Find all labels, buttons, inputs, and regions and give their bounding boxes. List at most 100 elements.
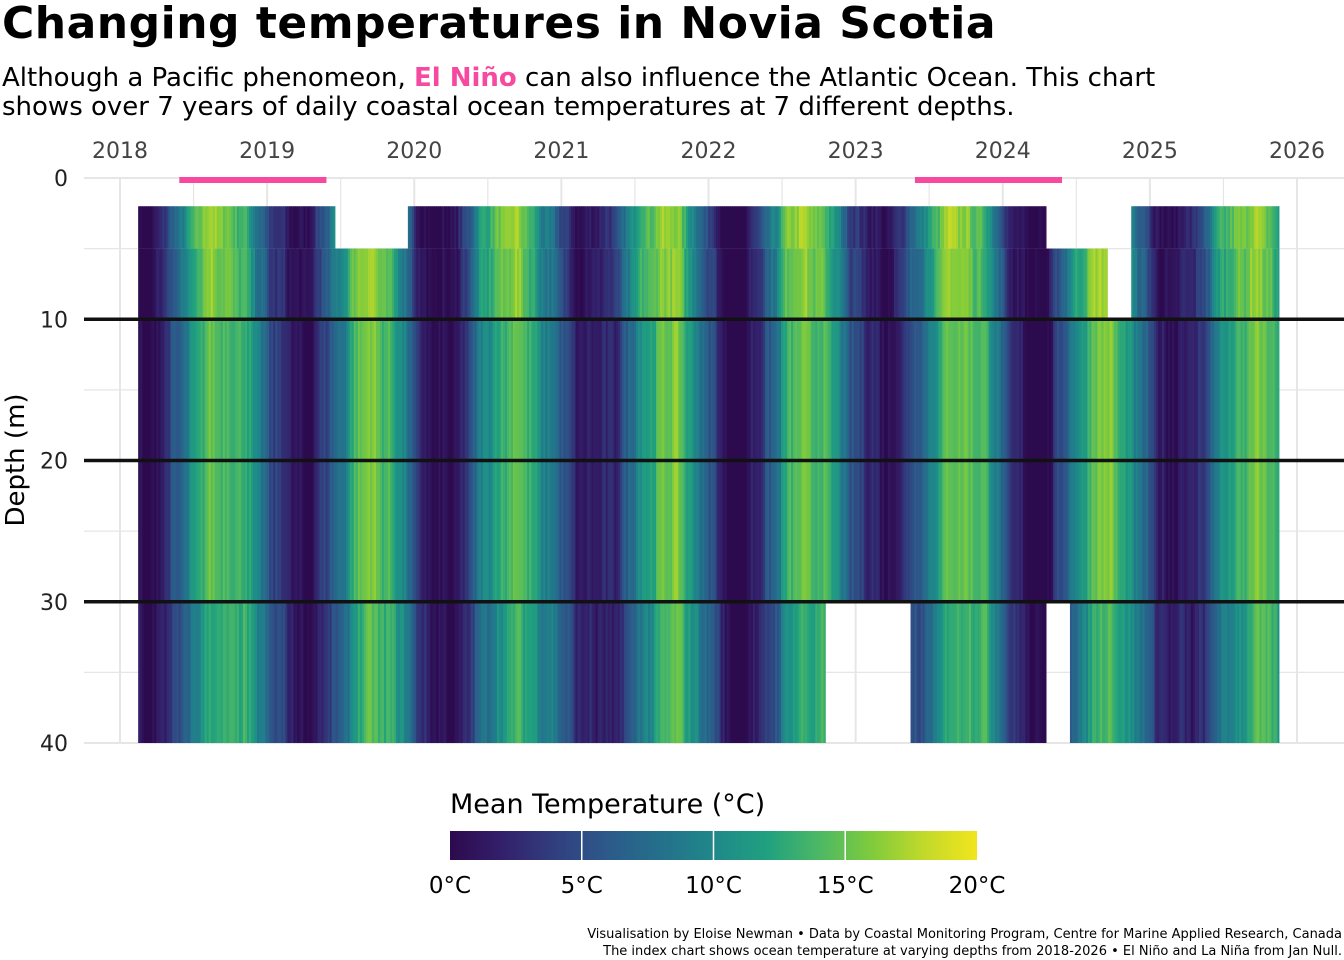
- heatmap-tile: [796, 206, 800, 249]
- heatmap-tile: [301, 601, 305, 743]
- heatmap-tile: [975, 601, 978, 743]
- legend-tick-label: 15°C: [817, 873, 874, 899]
- heatmap-tile: [575, 248, 579, 320]
- heatmap-tile: [565, 206, 568, 249]
- heatmap-tile: [646, 601, 649, 743]
- heatmap-tile: [232, 248, 236, 320]
- heatmap-tile: [1151, 248, 1155, 320]
- heatmap-tile: [1256, 206, 1259, 249]
- heatmap-tile: [823, 601, 826, 743]
- heatmap-tile: [786, 206, 790, 249]
- heatmap-tile: [1213, 248, 1217, 320]
- heatmap-tile: [442, 206, 445, 249]
- heatmap-tile: [386, 248, 389, 320]
- legend-tick-label: 0°C: [429, 873, 471, 899]
- heatmap-tile: [742, 206, 746, 249]
- x-axis: 2018 2019 2020 2021 2022 2023 2024 2025 2026: [92, 139, 1325, 164]
- heatmap-tile: [1195, 248, 1199, 320]
- heatmap-tile: [426, 206, 429, 249]
- heatmap-tile: [1080, 601, 1083, 743]
- heatmap-tile: [1227, 206, 1231, 249]
- heatmap-tile: [934, 601, 938, 743]
- heatmap-tile: [226, 206, 230, 249]
- heatmap-tile: [138, 248, 141, 320]
- heatmap-tile: [843, 248, 847, 320]
- heatmap-tile: [148, 206, 151, 249]
- heatmap-tile: [740, 248, 744, 320]
- heatmap-tile: [760, 206, 764, 249]
- heatmap-tile: [806, 206, 810, 249]
- subtitle-text: Although a Pacific phenomeon,: [2, 63, 415, 93]
- heatmap-tile: [1213, 206, 1217, 249]
- heatmap-tile: [1254, 206, 1257, 249]
- heatmap-tile: [510, 206, 514, 249]
- heatmap-tile: [1096, 601, 1099, 743]
- heatmap-tile: [448, 248, 452, 320]
- heatmap-tile: [1010, 248, 1014, 320]
- heatmap-tile: [415, 206, 419, 249]
- heatmap-tile: [692, 248, 695, 320]
- heatmap-tile: [635, 206, 639, 249]
- heatmap-tile: [964, 601, 968, 743]
- heatmap-tile: [764, 601, 768, 743]
- heatmap-tile: [833, 248, 837, 320]
- heatmap-tile: [1229, 601, 1232, 743]
- heatmap-tile: [347, 248, 351, 320]
- heatmap-tile: [1101, 248, 1105, 320]
- heatmap-tile: [1165, 248, 1169, 320]
- heatmap-tile: [799, 248, 802, 320]
- heatmap-tile: [1236, 206, 1239, 249]
- heatmap-tile: [1251, 601, 1254, 743]
- heatmap-tile: [1016, 248, 1020, 320]
- heatmap-tile: [704, 248, 708, 320]
- heatmap-tile: [251, 206, 254, 249]
- heatmap-tile: [994, 248, 998, 320]
- heatmap-tile: [1163, 248, 1167, 320]
- heatmap-tile: [1278, 248, 1280, 320]
- heatmap-tile: [1276, 206, 1279, 249]
- heatmap-tile: [851, 206, 854, 249]
- heatmap-tile: [1022, 248, 1026, 320]
- heatmap-tile: [329, 248, 333, 320]
- heatmap-tile: [1159, 206, 1163, 249]
- heatmap-tile: [178, 601, 182, 743]
- heatmap-tile: [1020, 206, 1024, 249]
- heatmap-tile: [615, 206, 619, 249]
- heatmap-tile: [194, 206, 198, 249]
- heatmap-tile: [1134, 601, 1138, 743]
- heatmap-tile: [1099, 248, 1103, 320]
- heatmap-tile: [1169, 248, 1173, 320]
- heatmap-tile: [242, 206, 246, 249]
- heatmap-tile: [166, 601, 169, 743]
- heatmap-tile: [428, 248, 431, 320]
- heatmap-tile: [702, 248, 706, 320]
- heatmap-tile: [246, 206, 250, 249]
- heatmap-tile: [748, 601, 752, 743]
- heatmap-tile: [960, 248, 964, 320]
- heatmap-tile: [418, 248, 421, 320]
- heatmap-tile: [740, 601, 744, 743]
- heatmap-tile: [579, 206, 582, 249]
- heatmap-tile: [140, 601, 143, 743]
- heatmap-tile: [146, 601, 149, 743]
- heatmap-tile: [758, 248, 762, 320]
- heatmap-tile: [172, 601, 176, 743]
- heatmap-tile: [922, 601, 926, 743]
- heatmap-tile: [625, 601, 629, 743]
- heatmap-tile: [311, 601, 315, 743]
- heatmap-tile: [273, 601, 276, 743]
- heatmap-tile: [315, 601, 319, 743]
- heatmap-tile: [224, 248, 228, 320]
- heatmap-tile: [448, 206, 451, 249]
- heatmap-tile: [779, 248, 782, 320]
- heatmap-tile: [800, 206, 804, 249]
- heatmap-tile: [909, 206, 913, 249]
- heatmap-tile: [515, 248, 518, 320]
- heatmap-tile: [913, 206, 917, 249]
- heatmap-tile: [587, 206, 590, 249]
- heatmap-tile: [684, 248, 687, 320]
- heatmap-tile: [1094, 601, 1097, 743]
- heatmap-tile: [1219, 206, 1223, 249]
- heatmap-tile: [158, 248, 161, 320]
- heatmap-tile: [611, 601, 615, 743]
